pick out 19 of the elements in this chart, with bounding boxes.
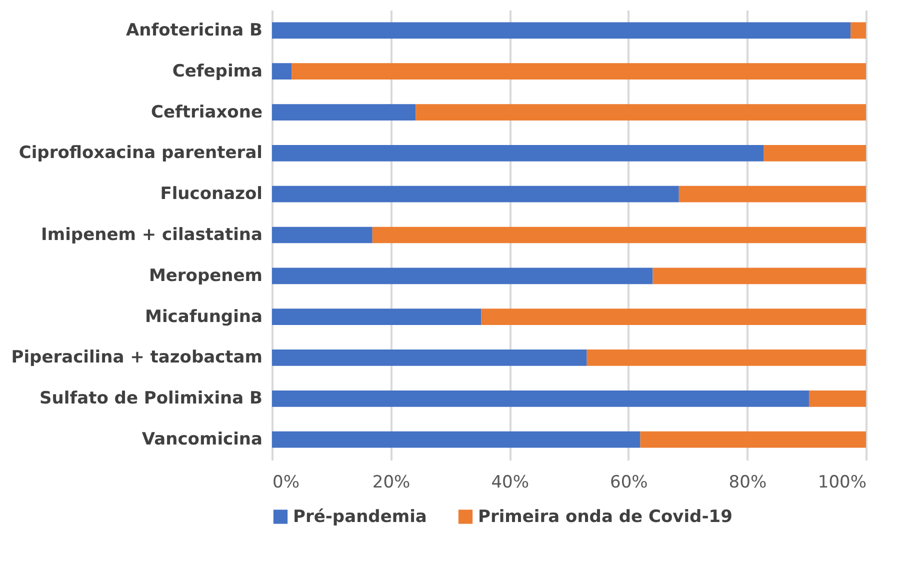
x-tick-label: 0% [272, 472, 300, 492]
y-tick-label: Cefepima [172, 61, 262, 82]
x-tick-label: 40% [491, 472, 529, 492]
y-tick-label: Piperacilina + tazobactam [11, 348, 262, 368]
x-tick-label: 100% [818, 472, 866, 492]
y-tick-label: Imipenem + cilastatina [41, 225, 262, 245]
x-tick-label: 80% [728, 472, 767, 492]
y-tick-label: Vancomicina [142, 430, 262, 450]
y-tick-label: Ciprofloxacina parenteral [18, 143, 262, 164]
legend-label: Pré-pandemia [293, 506, 427, 527]
y-tick-label: Meropenem [148, 266, 262, 286]
legend-label: Primeira onda de Covid-19 [478, 506, 732, 527]
y-tick-label: Micafungina [145, 306, 262, 327]
y-tick-label: Fluconazol [160, 184, 262, 204]
x-tick-label: 20% [372, 472, 410, 492]
y-tick-label: Anfotericina B [126, 20, 262, 40]
x-tick-label: 60% [610, 472, 648, 492]
y-tick-label: Sulfato de Polimixina B [40, 388, 262, 409]
y-tick-label: Ceftriaxone [151, 102, 262, 122]
